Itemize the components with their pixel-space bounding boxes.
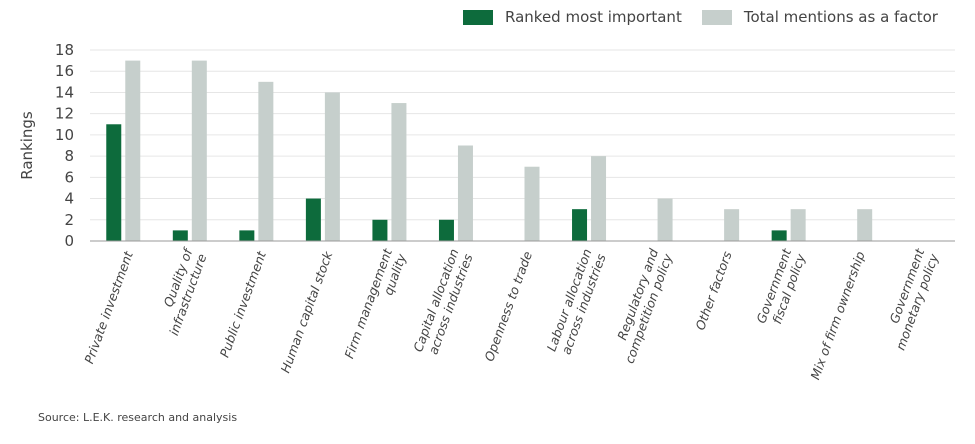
y-tick-label: 12	[55, 105, 74, 123]
legend-swatch-total	[701, 9, 732, 25]
bar-ranked-most-important	[239, 230, 255, 241]
y-tick-label: 18	[55, 41, 74, 59]
x-tick-label: Mix of firm ownership	[807, 249, 867, 382]
legend-label-total: Total mentions as a factor	[743, 8, 938, 26]
bar-ranked-most-important	[372, 219, 388, 241]
y-tick-label: 16	[55, 62, 74, 80]
x-tick-label: Labour allocationacross industries	[544, 246, 609, 358]
bar-total-mentions	[657, 198, 673, 241]
bar-ranked-most-important	[305, 198, 321, 241]
bar-ranked-most-important	[438, 219, 454, 241]
y-tick-label: 2	[64, 211, 74, 229]
y-tick-label: 0	[64, 232, 74, 250]
bar-total-mentions	[391, 103, 407, 241]
bar-total-mentions	[125, 60, 141, 241]
x-tick-label: Regulatory andcompetition policy	[608, 246, 676, 365]
y-tick-label: 14	[55, 83, 74, 101]
bar-total-mentions	[591, 156, 607, 241]
bar-total-mentions	[724, 209, 740, 241]
y-tick-label: 8	[64, 147, 74, 165]
legend-item-ranked: Ranked most important	[463, 8, 682, 26]
legend-swatch-ranked	[463, 9, 493, 25]
bar-total-mentions	[324, 92, 340, 241]
bar-total-mentions	[524, 166, 540, 241]
bar-ranked-most-important	[572, 209, 588, 241]
x-tick-label: Public investment	[217, 248, 270, 359]
bar-total-mentions	[457, 145, 473, 241]
legend-label-ranked: Ranked most important	[505, 8, 682, 26]
bar-total-mentions	[258, 81, 274, 241]
legend: Ranked most important Total mentions as …	[463, 8, 958, 26]
x-tick-label: Human capital stock	[278, 249, 336, 375]
x-tick-label: Governmentfiscal policy	[753, 246, 808, 331]
x-tick-label: Capital allocationacross industries	[410, 246, 475, 359]
bar-ranked-most-important	[106, 124, 122, 241]
y-tick-label: 4	[64, 190, 74, 208]
x-tick-label: Firm managementquality	[341, 246, 409, 366]
x-tick-label: Quality ofinfrastructure	[152, 245, 210, 337]
x-tick-label: Other factors	[692, 249, 735, 332]
source-note: Source: L.E.K. research and analysis	[38, 411, 238, 424]
bar-ranked-most-important	[771, 230, 787, 241]
y-tick-label: 6	[64, 168, 74, 186]
bar-total-mentions	[857, 209, 873, 241]
bar-total-mentions	[191, 60, 207, 241]
x-tick-label: Openness to trade	[481, 249, 535, 363]
x-tick-label: Governmentmonetary policy	[879, 246, 942, 352]
legend-item-total: Total mentions as a factor	[701, 8, 938, 26]
x-tick-label: Private investment	[81, 248, 136, 365]
bar-ranked-most-important	[172, 230, 188, 241]
y-tick-label: 10	[55, 126, 74, 144]
bar-total-mentions	[790, 209, 806, 241]
y-axis-label: Rankings	[18, 111, 36, 180]
